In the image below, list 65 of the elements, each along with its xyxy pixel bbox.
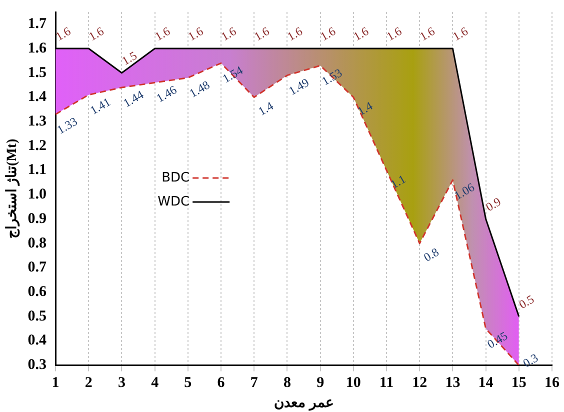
data-label: 1.6 [86,24,106,44]
x-tick-label: 2 [84,375,92,392]
y-tick-label: 1.0 [28,186,47,203]
data-label: 1.49 [286,75,312,98]
data-label: 1.48 [186,78,212,100]
y-tick-label: 0.6 [28,284,48,300]
y-tick-label: 1.2 [28,138,47,154]
y-tick-label: 1.6 [28,40,48,56]
data-label: 1.6 [152,24,172,44]
data-label: 0.9 [483,194,504,214]
data-label: 0.5 [516,292,536,312]
data-label: 1.6 [53,24,74,44]
data-label: 1.6 [218,24,239,44]
data-label: 1.6 [384,24,404,44]
data-label: 1.6 [284,24,305,44]
y-tick-label: 0.9 [28,210,47,227]
y-tick-label: 0.8 [28,235,47,252]
data-label: 1.33 [54,114,80,137]
y-tick-label: 1.5 [28,64,47,81]
data-label: 1.5 [119,48,140,68]
x-tick-label: 9 [316,375,324,392]
data-label: 1.1 [388,172,408,192]
x-tick-label: 6 [217,375,226,392]
x-tick-label: 3 [118,375,126,392]
data-label: 1.54 [220,63,246,86]
data-label: 1.6 [186,24,206,44]
y-tick-label: 1.7 [28,16,48,32]
data-label: 1.53 [319,66,344,88]
data-label: 0.45 [484,328,510,352]
data-label: 1.41 [88,94,113,118]
data-label: 1.6 [252,24,272,44]
data-label: 1.46 [154,82,180,106]
y-tick-label: 1.4 [28,89,48,106]
data-label: 1.6 [417,24,438,44]
y-tick-label: 0.3 [28,357,47,374]
x-tick-label: 7 [250,375,258,392]
data-label: 1.6 [318,24,338,44]
y-tick-label: 0.5 [28,308,47,324]
x-tick-label: 8 [283,375,291,392]
x-tick-label: 1 [52,375,60,392]
data-label: 1.06 [452,180,477,203]
data-label: 1.6 [450,24,470,44]
y-tick-label: 1.3 [28,113,47,130]
x-tick-label: 4 [151,375,160,392]
x-tick-label: 13 [445,375,460,392]
data-label: 0.3 [520,350,540,370]
x-tick-label: 11 [379,375,394,392]
x-tick-label: 15 [511,375,526,392]
x-tick-label: 5 [184,375,192,392]
data-label: 1.44 [120,87,146,110]
x-tick-label: 14 [478,375,494,392]
data-label: 0.8 [421,244,442,264]
y-tick-label: 1.1 [28,162,47,178]
x-axis-title: عمر معدن [274,396,334,412]
legend-label: WDC [158,194,190,210]
data-label: 1.4 [355,98,375,118]
y-axis-title: تناژ استخراج(Mt) [5,138,20,238]
x-tick-label: 16 [544,375,560,392]
y-tick-label: 0.7 [28,260,48,276]
data-label: 1.4 [256,98,276,118]
y-tick-label: 0.4 [28,332,48,349]
x-tick-label: 12 [412,375,428,392]
legend-label: BDC [162,170,190,186]
data-label: 1.6 [351,24,371,44]
x-tick-label: 10 [346,375,361,392]
